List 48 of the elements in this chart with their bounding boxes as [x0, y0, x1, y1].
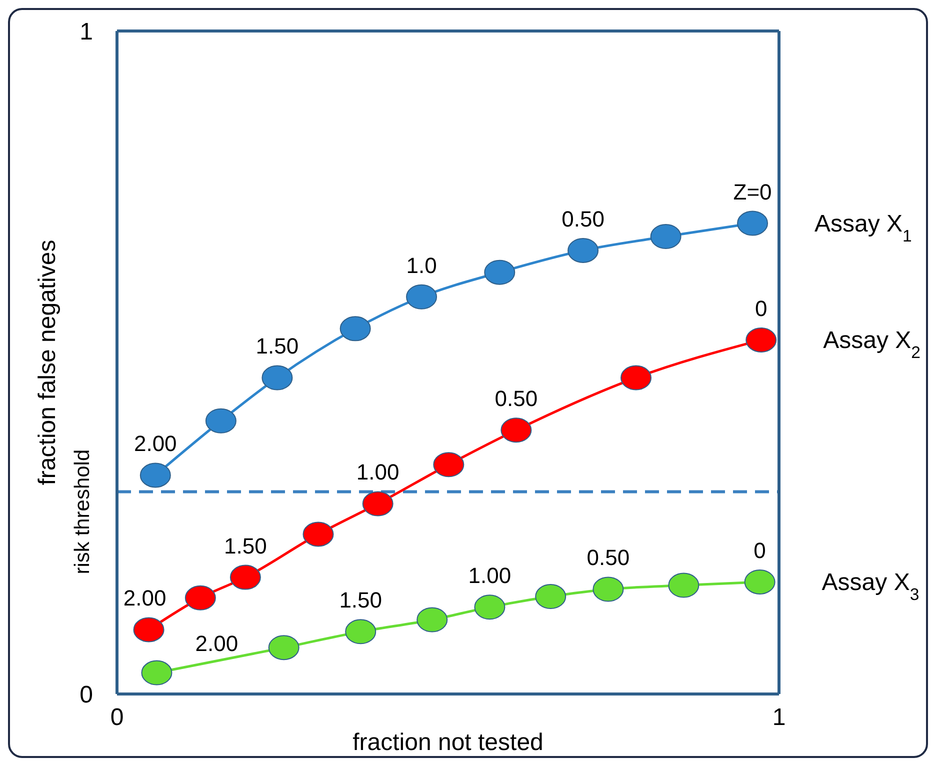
- annotation: 0.50: [586, 545, 630, 570]
- point: [302, 522, 334, 547]
- annotation: 1.50: [256, 334, 299, 359]
- point: [592, 576, 624, 602]
- point: [340, 316, 371, 342]
- point: [141, 660, 172, 686]
- annotation: 0.50: [494, 386, 538, 412]
- point: [133, 617, 164, 642]
- x-axis-title: fraction not tested: [352, 729, 544, 756]
- point: [650, 224, 682, 250]
- point: [262, 365, 293, 390]
- ref-line-label: risk threshold: [71, 449, 94, 574]
- annotation: 2.00: [123, 586, 166, 611]
- point: [668, 572, 700, 598]
- annotation: 2.00: [134, 431, 177, 456]
- point: [433, 452, 464, 478]
- series-label: Assay X$_{1}$: [814, 210, 912, 245]
- point: [140, 462, 171, 488]
- point: [484, 260, 516, 285]
- point: [362, 491, 394, 516]
- series-label: Assay X$_{2}$: [823, 326, 920, 362]
- point: [535, 584, 566, 610]
- point: [500, 418, 532, 443]
- annotation: 0.50: [562, 206, 604, 232]
- y-axis-title: fraction false negatives: [34, 240, 61, 486]
- point: [345, 619, 376, 644]
- point: [205, 408, 236, 434]
- annotation: 2.00: [195, 630, 238, 656]
- point: [620, 365, 652, 390]
- point: [474, 594, 506, 620]
- point: [406, 284, 438, 310]
- point: [744, 569, 776, 594]
- annotation: Z=0: [733, 179, 772, 204]
- point: [230, 564, 261, 590]
- point: [416, 607, 448, 632]
- annotation: 0: [754, 538, 766, 563]
- annotation: 1.50: [224, 533, 267, 558]
- point: [737, 210, 768, 236]
- annotation: 1.00: [468, 563, 512, 588]
- series-label: Assay X$_{3}$: [822, 568, 920, 604]
- point: [746, 327, 777, 352]
- point: [268, 635, 300, 660]
- point: [568, 238, 599, 263]
- annotation: 1.50: [339, 588, 382, 613]
- annotation: 1.0: [406, 252, 437, 278]
- point: [184, 585, 216, 610]
- annotation: 0: [755, 296, 768, 321]
- annotation: 1.00: [356, 460, 400, 485]
